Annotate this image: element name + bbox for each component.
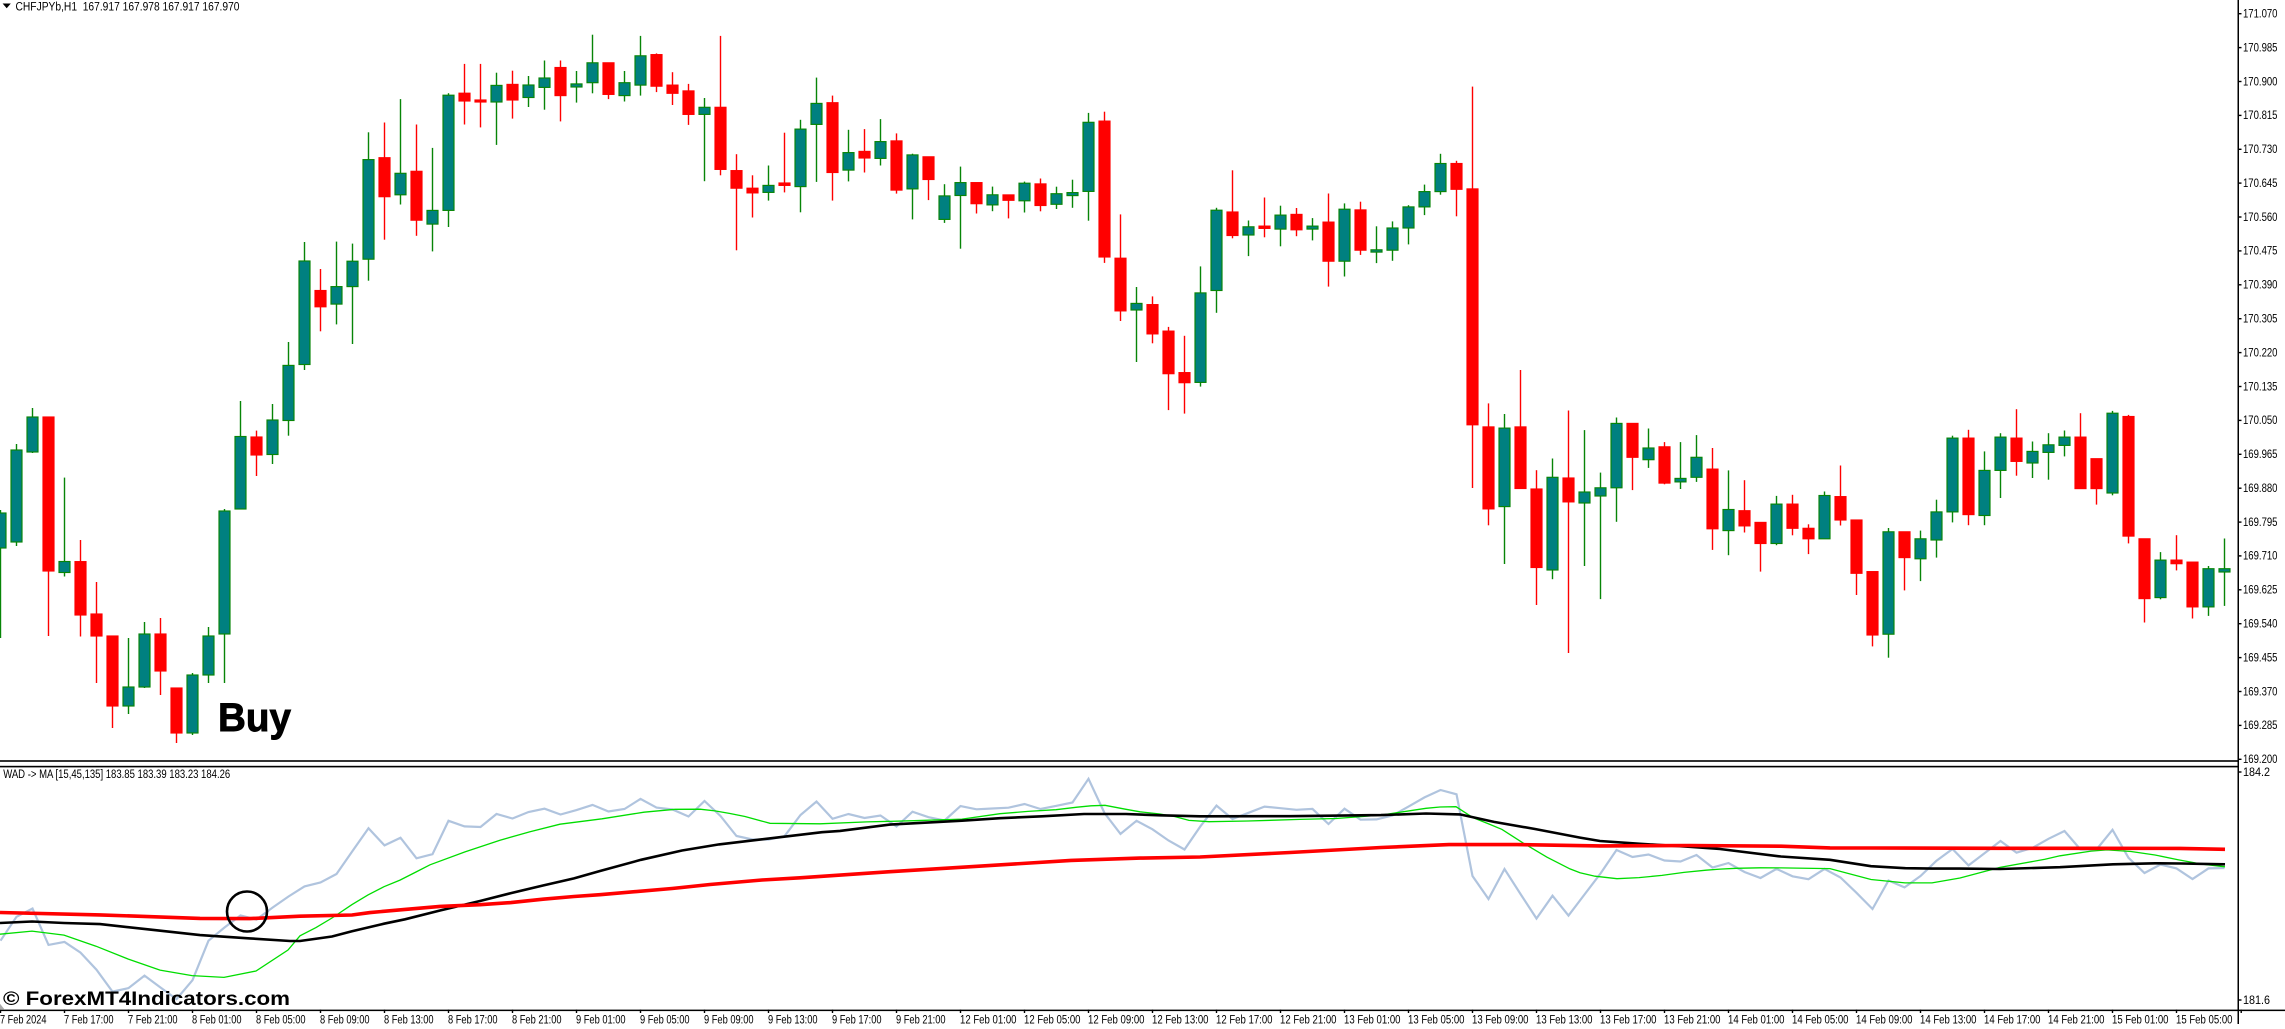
svg-text:169.880: 169.880: [2243, 483, 2278, 495]
svg-text:8 Feb 09:00: 8 Feb 09:00: [320, 1015, 370, 1025]
svg-text:170.390: 170.390: [2243, 280, 2278, 292]
svg-text:8 Feb 01:00: 8 Feb 01:00: [192, 1015, 242, 1025]
svg-text:14 Feb 05:00: 14 Feb 05:00: [1792, 1015, 1849, 1025]
svg-text:7 Feb 2024: 7 Feb 2024: [0, 1015, 47, 1025]
svg-text:170.050: 170.050: [2243, 415, 2278, 427]
svg-text:9 Feb 17:00: 9 Feb 17:00: [832, 1015, 882, 1025]
svg-text:13 Feb 05:00: 13 Feb 05:00: [1408, 1015, 1465, 1025]
svg-text:9 Feb 05:00: 9 Feb 05:00: [640, 1015, 690, 1025]
svg-text:12 Feb 05:00: 12 Feb 05:00: [1024, 1015, 1081, 1025]
svg-text:14 Feb 17:00: 14 Feb 17:00: [1984, 1015, 2041, 1025]
svg-text:8 Feb 05:00: 8 Feb 05:00: [256, 1015, 306, 1025]
svg-text:171.070: 171.070: [2243, 9, 2278, 21]
svg-text:8 Feb 21:00: 8 Feb 21:00: [512, 1015, 562, 1025]
svg-text:181.6: 181.6: [2243, 995, 2270, 1007]
svg-text:12 Feb 21:00: 12 Feb 21:00: [1280, 1015, 1337, 1025]
svg-text:170.815: 170.815: [2243, 110, 2278, 122]
svg-text:12 Feb 09:00: 12 Feb 09:00: [1088, 1015, 1145, 1025]
svg-text:12 Feb 01:00: 12 Feb 01:00: [960, 1015, 1017, 1025]
svg-text:169.625: 169.625: [2243, 585, 2278, 597]
svg-text:170.305: 170.305: [2243, 314, 2278, 326]
svg-text:170.220: 170.220: [2243, 347, 2278, 359]
svg-text:170.985: 170.985: [2243, 42, 2278, 54]
svg-text:14 Feb 09:00: 14 Feb 09:00: [1856, 1015, 1913, 1025]
svg-text:170.645: 170.645: [2243, 178, 2278, 190]
svg-text:169.370: 169.370: [2243, 686, 2278, 698]
svg-text:13 Feb 09:00: 13 Feb 09:00: [1472, 1015, 1529, 1025]
svg-text:9 Feb 21:00: 9 Feb 21:00: [896, 1015, 946, 1025]
svg-text:13 Feb 21:00: 13 Feb 21:00: [1664, 1015, 1721, 1025]
svg-text:13 Feb 01:00: 13 Feb 01:00: [1344, 1015, 1401, 1025]
svg-text:12 Feb 17:00: 12 Feb 17:00: [1216, 1015, 1273, 1025]
svg-text:169.285: 169.285: [2243, 720, 2278, 732]
svg-text:15 Feb 05:00: 15 Feb 05:00: [2176, 1015, 2233, 1025]
svg-text:Buy: Buy: [218, 696, 292, 740]
svg-text:170.560: 170.560: [2243, 212, 2278, 224]
svg-text:WAD -> MA [15,45,135] 183.85 1: WAD -> MA [15,45,135] 183.85 183.39 183.…: [3, 769, 230, 781]
svg-text:8 Feb 17:00: 8 Feb 17:00: [448, 1015, 498, 1025]
svg-text:9 Feb 13:00: 9 Feb 13:00: [768, 1015, 818, 1025]
svg-text:169.200: 169.200: [2243, 754, 2278, 766]
svg-text:7 Feb 21:00: 7 Feb 21:00: [128, 1015, 178, 1025]
svg-text:9 Feb 09:00: 9 Feb 09:00: [704, 1015, 754, 1025]
svg-text:12 Feb 13:00: 12 Feb 13:00: [1152, 1015, 1209, 1025]
svg-text:169.540: 169.540: [2243, 619, 2278, 631]
svg-text:169.710: 169.710: [2243, 551, 2278, 563]
svg-text:13 Feb 17:00: 13 Feb 17:00: [1600, 1015, 1657, 1025]
svg-text:7 Feb 17:00: 7 Feb 17:00: [64, 1015, 114, 1025]
svg-text:184.2: 184.2: [2243, 767, 2270, 779]
svg-text:170.475: 170.475: [2243, 246, 2278, 258]
svg-text:169.795: 169.795: [2243, 517, 2278, 529]
svg-text:14 Feb 13:00: 14 Feb 13:00: [1920, 1015, 1977, 1025]
svg-text:169.965: 169.965: [2243, 449, 2278, 461]
svg-text:CHFJPYb,H1 167.917 167.978 16: CHFJPYb,H1 167.917 167.978 167.917 167.9…: [16, 1, 240, 13]
svg-text:13 Feb 13:00: 13 Feb 13:00: [1536, 1015, 1593, 1025]
svg-text:8 Feb 13:00: 8 Feb 13:00: [384, 1015, 434, 1025]
svg-text:170.730: 170.730: [2243, 144, 2278, 156]
svg-text:9 Feb 01:00: 9 Feb 01:00: [576, 1015, 626, 1025]
svg-text:14 Feb 01:00: 14 Feb 01:00: [1728, 1015, 1785, 1025]
svg-text:170.900: 170.900: [2243, 76, 2278, 88]
svg-text:14 Feb 21:00: 14 Feb 21:00: [2048, 1015, 2105, 1025]
svg-text:© ForexMT4Indicators.com: © ForexMT4Indicators.com: [3, 989, 290, 1010]
svg-text:169.455: 169.455: [2243, 652, 2278, 664]
svg-text:15 Feb 01:00: 15 Feb 01:00: [2112, 1015, 2169, 1025]
svg-text:170.135: 170.135: [2243, 381, 2278, 393]
